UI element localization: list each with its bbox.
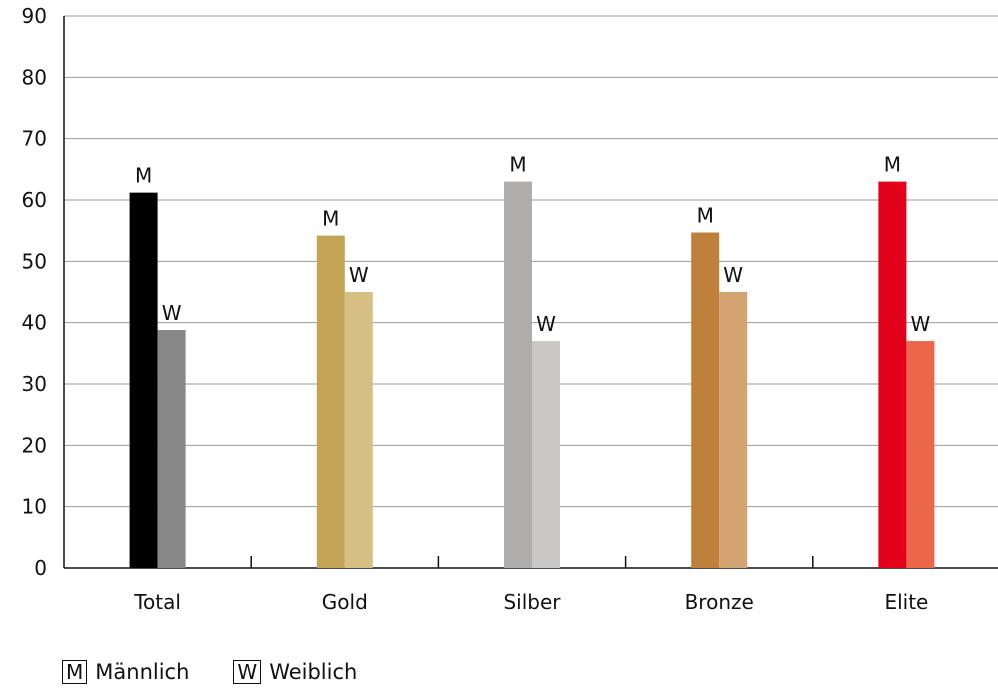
- y-tick-label: 60: [22, 188, 47, 212]
- legend-item-maennlich: M Männlich: [62, 660, 189, 684]
- bar-label: W: [349, 263, 369, 287]
- bar-label: W: [536, 312, 556, 336]
- legend-item-weiblich: W Weiblich: [233, 660, 357, 684]
- bar-label: W: [723, 263, 743, 287]
- y-tick-label: 40: [22, 311, 47, 335]
- bar-label: M: [884, 153, 901, 177]
- y-tick-label: 0: [34, 556, 47, 580]
- x-tick-label: Gold: [322, 590, 368, 614]
- bar-gold-m: [316, 235, 345, 568]
- x-tick-label: Elite: [884, 590, 928, 614]
- x-tick-label: Bronze: [685, 590, 754, 614]
- legend-label-weiblich: Weiblich: [269, 660, 358, 684]
- bar-label: M: [697, 204, 714, 228]
- legend-key-w: W: [233, 660, 262, 684]
- bar-label: W: [911, 312, 931, 336]
- bar-label: M: [322, 207, 339, 231]
- y-tick-label: 70: [22, 127, 47, 151]
- bar-silber-m: [504, 181, 532, 568]
- y-tick-label: 80: [22, 65, 47, 89]
- bar-chart: 0 10 20 30 40 50 60 70 80 90 M W Total M W Gold M W Silber…: [22, 4, 998, 614]
- bar-bronze-m: [691, 232, 720, 569]
- bar-bronze-w: [719, 292, 748, 568]
- bar-total-w: [157, 330, 186, 568]
- y-tick-label: 10: [22, 495, 47, 519]
- bar-silber-w: [532, 341, 560, 568]
- y-tick-label: 90: [22, 4, 47, 28]
- bar-label: M: [135, 164, 152, 188]
- y-tick-label: 20: [22, 433, 47, 457]
- bar-elite-w: [906, 341, 935, 568]
- bar-elite-m: [878, 181, 907, 568]
- x-tick-label: Silber: [503, 590, 561, 614]
- y-tick-label: 30: [22, 372, 47, 396]
- legend-key-m: M: [62, 660, 88, 684]
- bar-label: W: [162, 301, 182, 325]
- legend: M Männlich W Weiblich: [62, 660, 357, 684]
- bar-total-m: [129, 192, 158, 568]
- x-tick-label: Total: [133, 590, 181, 614]
- legend-label-maennlich: Männlich: [95, 660, 190, 684]
- bar-label: M: [509, 153, 526, 177]
- bar-gold-w: [344, 292, 373, 568]
- y-tick-label: 50: [22, 249, 47, 273]
